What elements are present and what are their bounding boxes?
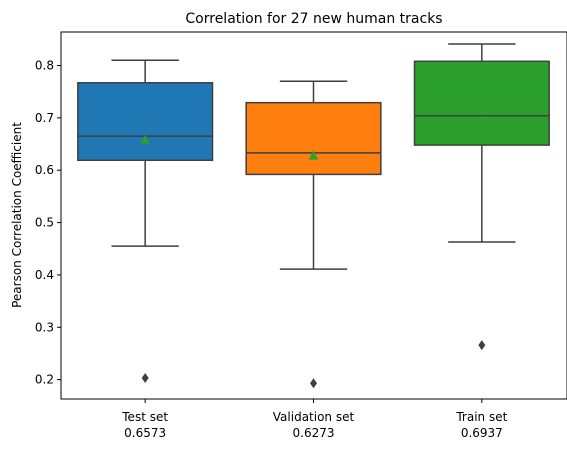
y-tick-label: 0.8	[35, 59, 54, 73]
box-3	[413, 43, 550, 351]
box-iqr	[245, 101, 382, 176]
box-2	[245, 80, 382, 389]
x-tick-sublabel: 0.6273	[293, 426, 335, 440]
x-tick-label: Validation set	[273, 410, 355, 424]
x-tick-label: Train set	[455, 410, 507, 424]
x-axis-ticks: Test set 0.6573 Validation set 0.6273 Train …	[121, 399, 508, 440]
chart-title: Correlation for 27 new human tracks	[185, 11, 442, 27]
x-tick-sublabel: 0.6573	[124, 426, 166, 440]
mean-marker	[476, 115, 487, 125]
y-tick-label: 0.6	[35, 163, 54, 177]
box-iqr	[77, 82, 214, 162]
box-1	[77, 59, 214, 384]
y-tick-label: 0.7	[35, 111, 54, 125]
box-iqr	[413, 60, 550, 146]
y-tick-label: 0.2	[35, 373, 54, 387]
box-series-group	[77, 43, 550, 389]
outlier-point	[310, 378, 317, 389]
y-axis-ticks: 0.2 0.3 0.4 0.5 0.6 0.7 0.8	[35, 59, 61, 387]
x-tick-label: Test set	[121, 410, 168, 424]
mean-marker	[308, 150, 319, 160]
outlier-point	[141, 373, 149, 384]
y-tick-label: 0.4	[35, 268, 54, 282]
x-tick-sublabel: 0.6937	[461, 426, 503, 440]
y-tick-label: 0.3	[35, 320, 54, 334]
outlier-point	[478, 340, 486, 351]
plot-area-frame	[60, 31, 567, 400]
y-axis-label: Pearson Correlation Coefficient	[10, 122, 24, 308]
mean-marker	[140, 134, 151, 144]
y-tick-label: 0.5	[35, 216, 54, 230]
